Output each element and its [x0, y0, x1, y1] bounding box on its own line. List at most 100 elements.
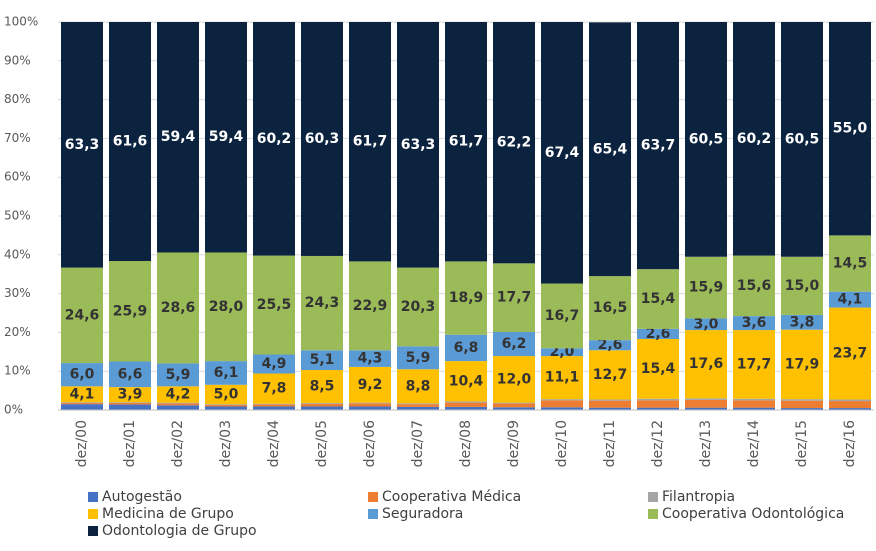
legend-swatch [88, 526, 98, 536]
legend-label: Cooperativa Odontológica [662, 506, 844, 522]
x-tick-label: dez/12 [650, 420, 666, 467]
bar-segment [157, 403, 199, 406]
data-label: 62,2 [497, 135, 532, 151]
bar-segment [493, 407, 535, 410]
bar-segment [301, 255, 343, 351]
bar-segment [61, 386, 103, 403]
bar-segment [733, 22, 775, 256]
bar-segment [589, 399, 631, 401]
data-label: 2,6 [598, 337, 623, 353]
data-label: 60,2 [737, 131, 772, 147]
bar-segment [493, 22, 535, 264]
bar-segment [445, 334, 487, 362]
bar-segment [205, 404, 247, 405]
bar-segment [493, 403, 535, 408]
data-label: 5,9 [166, 367, 191, 383]
data-label: 8,5 [310, 379, 335, 395]
data-label: 17,7 [497, 290, 532, 306]
bar-segment [829, 408, 871, 410]
bar-segment [301, 22, 343, 256]
data-label: 22,9 [353, 298, 388, 314]
bar-segment [157, 22, 199, 253]
data-label: 59,4 [161, 129, 196, 145]
data-label: 61,6 [113, 134, 148, 150]
bar-segment [589, 407, 631, 410]
data-label: 6,0 [70, 367, 95, 383]
data-label: 14,5 [833, 256, 868, 272]
bar-segment [61, 403, 103, 405]
data-label: 4,1 [70, 386, 95, 402]
data-label: 17,9 [785, 356, 820, 372]
legend-label: Medicina de Grupo [102, 506, 234, 522]
data-label: 63,7 [641, 138, 676, 154]
bar-segment [301, 406, 343, 410]
bar-segment [349, 366, 391, 403]
bar-segment [685, 22, 727, 257]
bar-segment [205, 404, 247, 407]
bar-segment [589, 276, 631, 341]
legend-label: Autogestão [102, 489, 182, 505]
bar-segment [637, 22, 679, 270]
bar-segment [349, 22, 391, 262]
data-label: 63,3 [401, 137, 436, 153]
y-tick-label: 100% [4, 15, 38, 29]
bar-segment [445, 261, 487, 335]
x-tick-label: dez/09 [506, 420, 522, 467]
bar-segment [349, 261, 391, 351]
x-tick-label: dez/15 [794, 420, 810, 467]
y-tick-label: 90% [4, 53, 31, 67]
bar-segment [541, 356, 583, 400]
bar-segment [301, 403, 343, 407]
y-tick-label: 60% [4, 170, 31, 184]
data-label: 24,6 [65, 307, 100, 323]
data-label: 55,0 [833, 121, 868, 137]
data-label: 23,7 [833, 346, 868, 362]
data-label: 8,8 [406, 378, 431, 394]
bar-segment [493, 332, 535, 357]
data-label: 3,9 [118, 387, 143, 403]
bar-segment [637, 338, 679, 399]
data-label: 25,5 [257, 297, 292, 313]
bar-segment [589, 350, 631, 400]
bar-segment [781, 256, 823, 315]
bar-segment [445, 22, 487, 262]
data-label: 65,4 [593, 141, 628, 157]
data-label: 15,9 [689, 280, 724, 296]
bar-segment [781, 329, 823, 400]
bar-segment [109, 402, 151, 404]
legend-label: Filantropia [662, 489, 735, 505]
data-label: 7,8 [262, 381, 287, 397]
bar-segment [781, 314, 823, 330]
bar-segment [109, 404, 151, 410]
bar-segment [829, 307, 871, 400]
legend-swatch [88, 509, 98, 519]
data-label: 6,8 [454, 340, 479, 356]
data-label: 67,4 [545, 145, 580, 161]
bar-segment [685, 407, 727, 410]
bar-segment [685, 398, 727, 400]
bar-segment [253, 403, 295, 405]
data-label: 9,2 [358, 377, 383, 393]
bar-segment [205, 384, 247, 405]
bar-segment [781, 400, 823, 409]
bar-segment [205, 361, 247, 385]
data-label: 4,2 [166, 386, 191, 402]
data-label: 16,7 [545, 308, 580, 324]
legend-swatch [648, 492, 658, 502]
bar-segment [397, 404, 439, 407]
x-tick-label: dez/08 [458, 420, 474, 467]
x-tick-label: dez/04 [266, 420, 282, 467]
data-label: 60,2 [257, 131, 292, 147]
bar-segment [349, 402, 391, 404]
bar-segment [109, 387, 151, 403]
bar-segment [589, 400, 631, 408]
bar-segment [829, 401, 871, 409]
data-label: 12,7 [593, 367, 628, 383]
bar-segment [253, 373, 295, 404]
bar-segment [253, 404, 295, 407]
bar-segment [589, 340, 631, 351]
bar-segment [445, 406, 487, 410]
bar-segment [349, 406, 391, 410]
data-label: 63,3 [65, 137, 100, 153]
bar-segment [253, 255, 295, 355]
